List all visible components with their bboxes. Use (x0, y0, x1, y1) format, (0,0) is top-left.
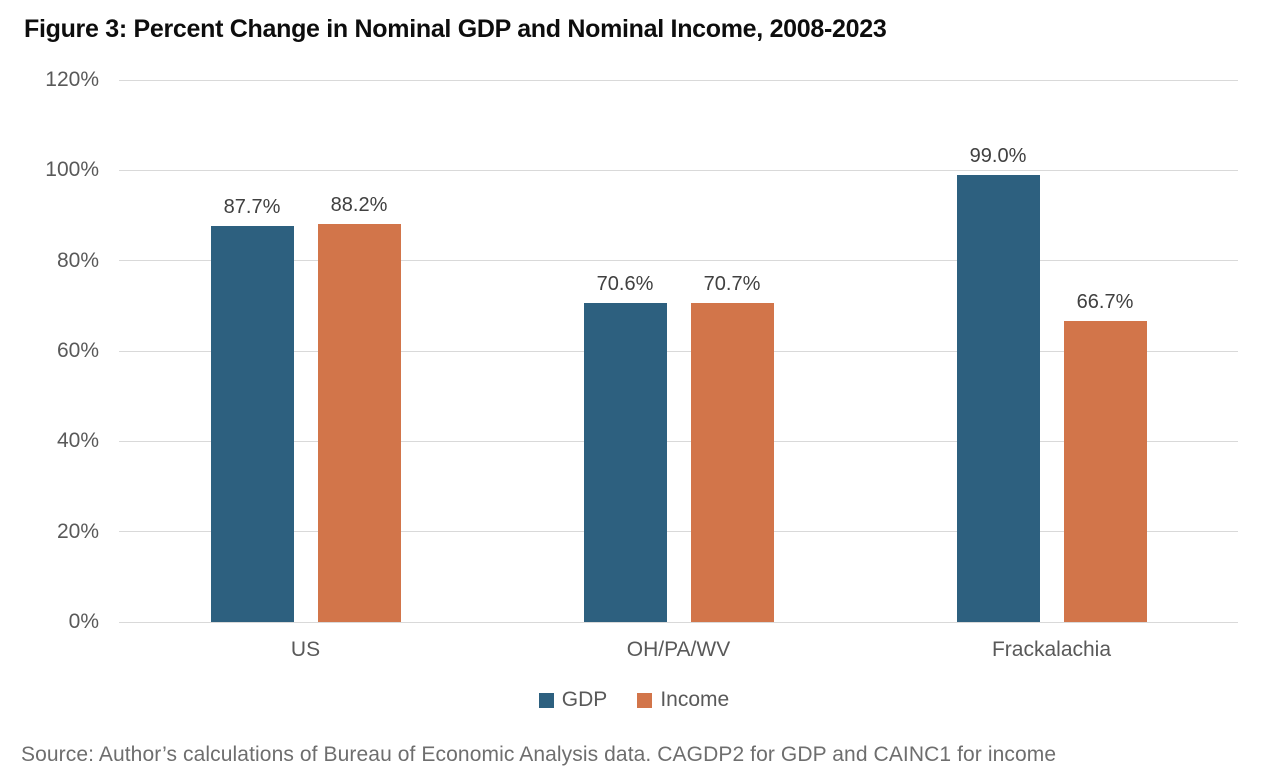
figure-title: Figure 3: Percent Change in Nominal GDP … (24, 15, 887, 43)
legend-item-income: Income (637, 688, 729, 712)
gridline-120 (119, 79, 1238, 81)
gridline-80 (119, 260, 1238, 262)
category-label-us: US (290, 638, 321, 661)
y-tick-label-40: 40% (56, 429, 99, 453)
bar-income-frackalachia (1063, 320, 1147, 622)
y-tick-label-20: 20% (56, 519, 99, 543)
bar-value-label-gdp-frackalachia: 99.0% (969, 144, 1027, 167)
y-tick-label-60: 60% (56, 339, 99, 362)
chart-legend: GDP Income (0, 688, 1268, 712)
legend-label-gdp: GDP (561, 688, 608, 711)
plot-area: 87.7% 70.6% 99.0% 88.2% 70.7% 66.7% US OH/PA/WV… (119, 79, 1238, 661)
gridline-0 (119, 621, 1238, 623)
y-tick-label-0: 0% (68, 610, 99, 633)
legend-item-gdp: GDP (538, 688, 608, 712)
category-label-oh-pa-wv: OH/PA/WV (626, 638, 731, 661)
source-note: Source: Author’s calculations of Bureau … (21, 743, 1057, 766)
bar-value-label-income-frackalachia: 66.7% (1076, 290, 1134, 313)
gridline-100 (119, 169, 1238, 171)
y-tick-label-80: 80% (56, 248, 99, 272)
bar-value-label-gdp-us: 87.7% (223, 195, 281, 218)
category-label-frackalachia: Frackalachia (991, 638, 1112, 661)
y-tick-label-100: 100% (45, 158, 99, 182)
y-tick-label-120: 120% (45, 68, 99, 91)
gridline-20 (119, 531, 1238, 533)
bar-value-label-gdp-oh-pa-wv: 70.6% (596, 273, 654, 296)
bar-value-label-income-oh-pa-wv: 70.7% (703, 272, 761, 295)
bar-gdp-frackalachia (956, 174, 1040, 622)
legend-swatch-gdp-icon (538, 692, 554, 708)
bar-gdp-oh-pa-wv (583, 303, 667, 622)
gridline-40 (119, 440, 1238, 442)
bar-income-oh-pa-wv (690, 302, 774, 622)
bar-value-label-income-us: 88.2% (330, 193, 388, 216)
legend-swatch-income-icon (637, 692, 653, 708)
bar-income-us (317, 223, 401, 622)
bar-gdp-us (210, 225, 294, 622)
y-axis: 0% 20% 40% 60% 80% 100% 120% (0, 68, 99, 633)
legend-label-income: Income (660, 688, 730, 711)
gridline-60 (119, 350, 1238, 352)
